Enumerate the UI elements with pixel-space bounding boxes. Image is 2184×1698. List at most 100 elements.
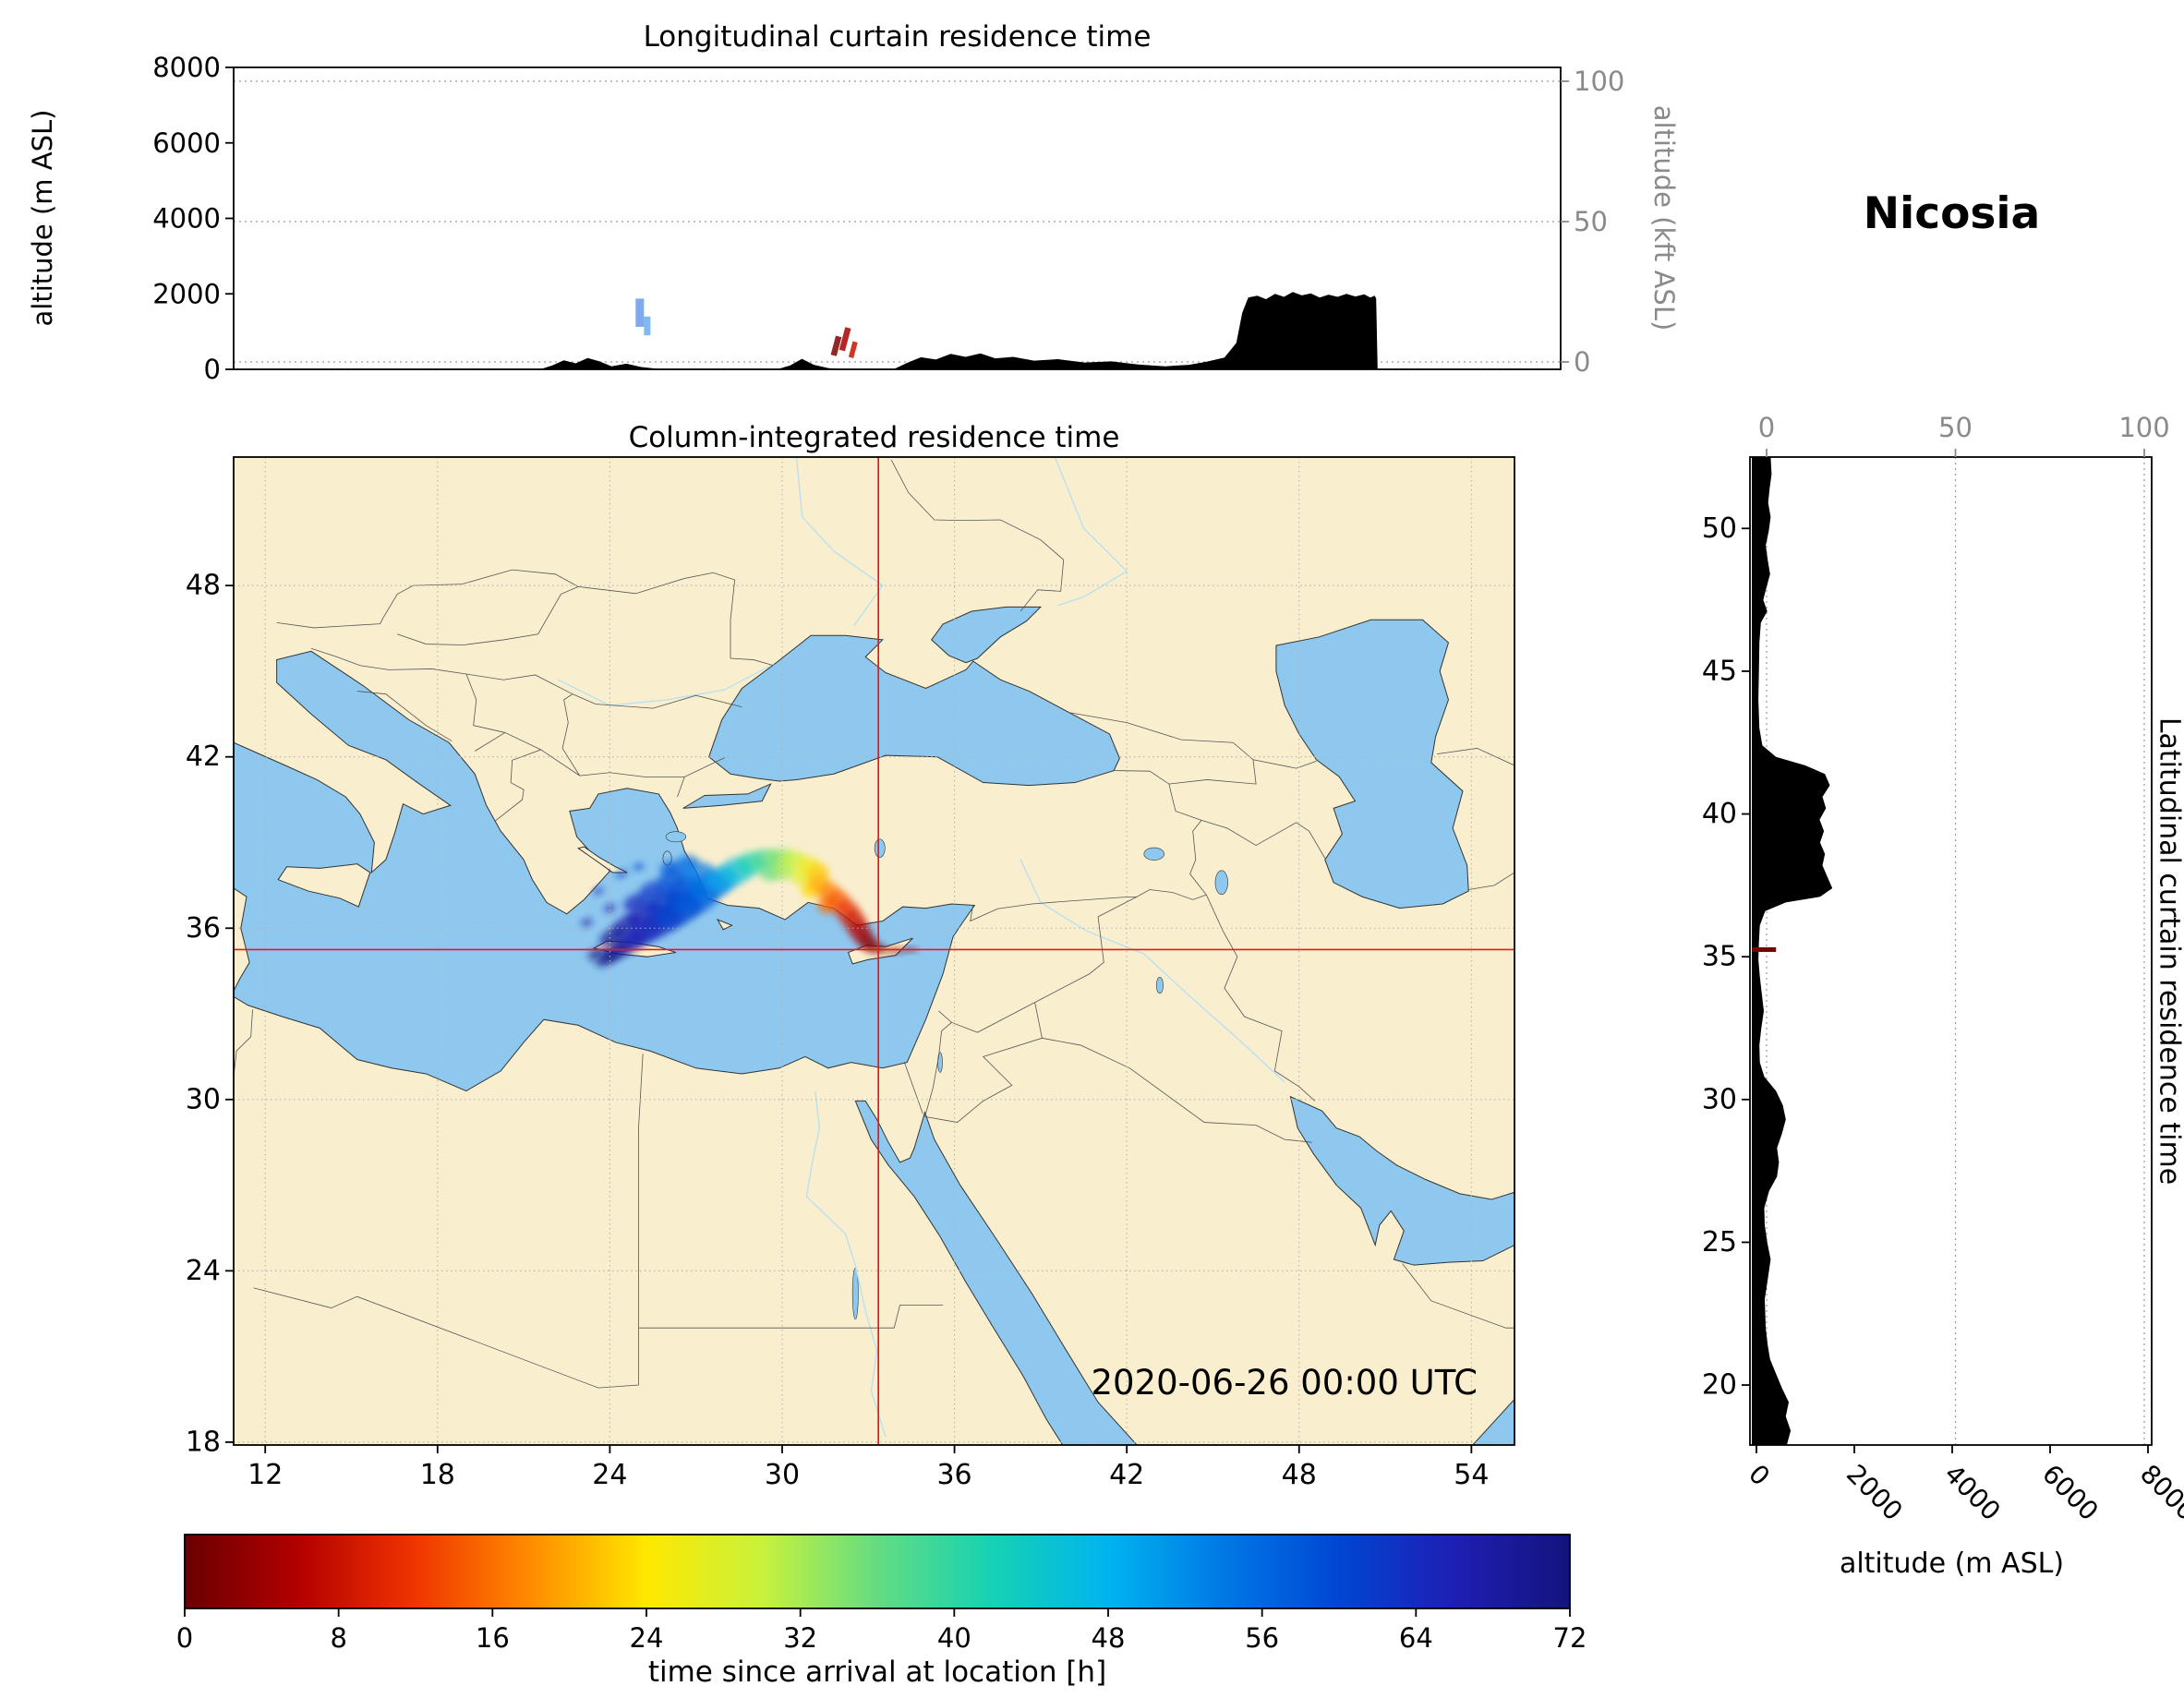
tick-label: 36 <box>936 1459 971 1491</box>
map-panel: 12 18 24 30 36 42 48 54 18 24 30 36 42 48 <box>186 456 1515 1491</box>
tick-label: 30 <box>765 1459 800 1491</box>
tick-label: 6000 <box>2036 1459 2105 1527</box>
plume-blob <box>633 862 645 871</box>
colorbar-gradient <box>185 1535 1570 1608</box>
latitudinal-curtain-panel: 20 25 30 35 40 45 50 0 2000 4000 6000 8000 0 50 100 <box>1702 412 2184 1526</box>
map-title: Column-integrated residence time <box>628 421 1120 454</box>
island-polygon <box>278 864 370 907</box>
tick-label: 6000 <box>152 127 221 159</box>
tick-label: 2000 <box>1840 1459 1909 1527</box>
country-border <box>925 1011 952 1116</box>
tick-label: 45 <box>1702 655 1737 687</box>
tick-label: 8000 <box>2134 1459 2184 1527</box>
lake <box>875 839 885 858</box>
map-timestamp: 2020-06-26 00:00 UTC <box>1091 1363 1478 1403</box>
tick-label: 16 <box>476 1622 510 1654</box>
tick-label: 0 <box>1743 1459 1776 1492</box>
tick-label: 4000 <box>1938 1459 2007 1527</box>
island-polygon <box>718 920 732 930</box>
country-border <box>562 694 580 776</box>
country-border <box>1069 713 1316 768</box>
river <box>806 1091 886 1437</box>
tick-label: 18 <box>420 1459 455 1491</box>
country-border <box>311 648 360 666</box>
tick-label: 32 <box>783 1622 817 1654</box>
longitudinal-curtain-panel: 0 2000 4000 6000 8000 0 50 100 <box>152 52 1624 385</box>
terrain-profile-longitudinal <box>234 292 1378 369</box>
tick-label: 36 <box>186 912 221 945</box>
sea-polygon <box>1290 1097 1514 1265</box>
colorbar-frame <box>184 1534 1571 1609</box>
tick-label: 4000 <box>152 203 221 235</box>
country-border <box>638 1305 943 1328</box>
river <box>558 664 773 705</box>
lake <box>852 1268 858 1319</box>
tick-label: 24 <box>630 1622 664 1654</box>
sea-polygon <box>855 1101 1138 1445</box>
lake <box>1144 848 1164 861</box>
tick-label: 40 <box>937 1622 971 1654</box>
map-canvas <box>234 457 1514 1445</box>
tick-label: 0 <box>204 354 221 385</box>
country-border <box>357 692 452 741</box>
country-border <box>277 618 383 628</box>
country-border <box>397 586 578 644</box>
tick-label: 35 <box>1702 941 1737 973</box>
colorbar-label: time since arrival at location [h] <box>647 1656 1107 1689</box>
curtain-plume-patch <box>830 335 842 356</box>
plume-blob <box>587 947 604 960</box>
country-border <box>971 890 1207 921</box>
sea-polygon <box>1276 620 1468 908</box>
country-border <box>573 694 742 708</box>
country-border <box>730 658 774 666</box>
longitudinal-ylabel: altitude (m ASL) <box>27 109 58 327</box>
tick-label: 100 <box>1574 66 1624 97</box>
longitudinal-curtain-title: Longitudinal curtain residence time <box>643 20 1152 54</box>
country-border <box>413 570 578 586</box>
country-border <box>1468 873 1514 890</box>
tick-label: 24 <box>186 1255 221 1287</box>
curtain-plume-patch <box>644 316 651 336</box>
lake <box>1215 871 1228 895</box>
country-border <box>1190 820 1207 895</box>
receptor-altitude-mark <box>1752 946 1777 952</box>
country-border <box>254 1288 639 1388</box>
terrain-profile-latitudinal <box>1752 457 1833 1445</box>
panel-frame <box>1749 456 2153 1446</box>
tick-label: 50 <box>1938 412 1973 443</box>
plume-blob <box>603 903 616 913</box>
tick-label: 8 <box>330 1622 346 1654</box>
country-border <box>580 773 685 777</box>
tick-label: 42 <box>186 741 221 773</box>
tick-label: 48 <box>1092 1622 1126 1654</box>
tick-label: 0 <box>1758 412 1775 443</box>
plume-blob <box>884 947 905 954</box>
plume-blob <box>615 870 627 878</box>
tick-label: 72 <box>1553 1622 1587 1654</box>
tick-label: 50 <box>1574 206 1608 237</box>
tick-label: 30 <box>186 1083 221 1115</box>
country-border <box>951 897 1137 1032</box>
curtain-plume-patch <box>848 341 858 358</box>
river <box>1055 457 1127 606</box>
panel-frame <box>233 456 1515 1446</box>
latitudinal-xlabel: altitude (m ASL) <box>1839 1547 2065 1580</box>
tick-label: 48 <box>1282 1459 1317 1491</box>
country-border <box>1201 820 1325 858</box>
lake <box>666 832 686 842</box>
country-border <box>360 666 466 674</box>
sea-polygon <box>1471 1400 1514 1445</box>
tick-label: 100 <box>2118 412 2169 443</box>
tick-label: 0 <box>176 1622 193 1654</box>
country-border <box>891 460 1064 611</box>
country-border <box>234 1009 253 1077</box>
plume-blob <box>659 861 681 876</box>
tick-label: 0 <box>1574 346 1590 378</box>
tick-label: 24 <box>592 1459 627 1491</box>
station-title: Nicosia <box>1863 188 2041 239</box>
tick-label: 25 <box>1702 1226 1737 1258</box>
country-border <box>904 1062 923 1114</box>
curtain-plume-patch <box>839 327 851 352</box>
country-border <box>1403 1264 1514 1329</box>
